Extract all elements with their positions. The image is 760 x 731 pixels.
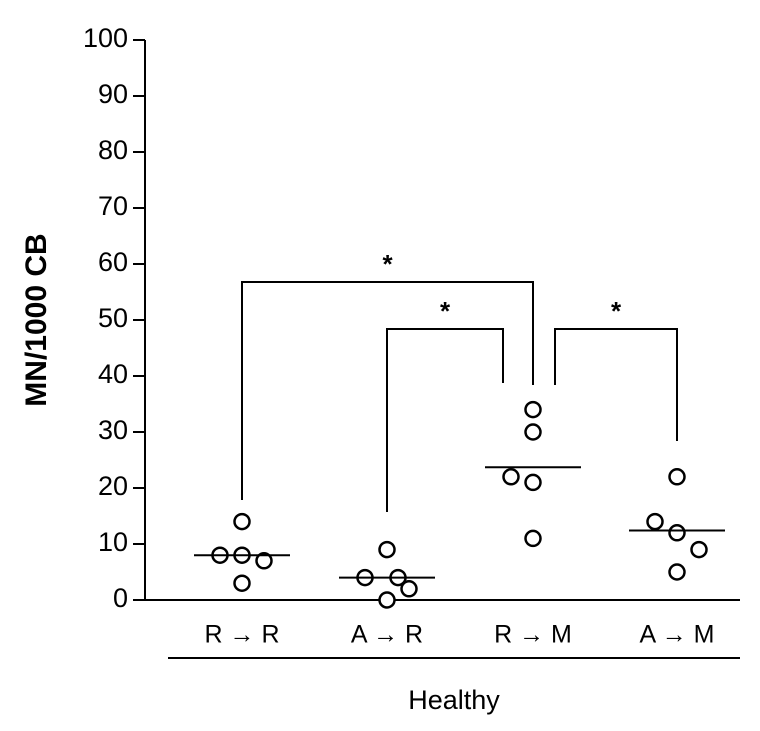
y-tick-label: 30 xyxy=(98,415,128,445)
y-tick-label: 20 xyxy=(98,471,128,501)
data-point xyxy=(233,512,251,531)
significance-bracket xyxy=(554,328,678,441)
data-point xyxy=(668,563,686,581)
y-axis-label: MN/1000 CB xyxy=(20,233,53,406)
data-point xyxy=(524,473,542,492)
group-label: Healthy xyxy=(408,685,500,715)
data-point xyxy=(668,468,686,486)
data-point xyxy=(255,552,273,570)
y-tick-label: 80 xyxy=(98,135,128,165)
y-tick-label: 70 xyxy=(98,191,128,221)
significance-label: * xyxy=(440,296,451,326)
y-tick-label: 100 xyxy=(83,23,128,53)
significance-label: * xyxy=(611,296,622,326)
x-tick-label: A → M xyxy=(639,621,714,649)
data-point xyxy=(233,574,251,592)
data-point xyxy=(378,540,396,559)
y-tick-label: 50 xyxy=(98,303,128,333)
y-tick-label: 40 xyxy=(98,359,128,389)
significance-bracket xyxy=(386,328,504,512)
y-tick-label: 0 xyxy=(113,583,128,613)
data-point xyxy=(690,540,708,559)
significance-label: * xyxy=(382,249,393,279)
data-point xyxy=(646,512,664,531)
x-tick-label: A → R xyxy=(351,621,423,649)
data-point xyxy=(668,524,686,542)
data-point xyxy=(524,423,542,441)
data-point xyxy=(524,529,542,548)
y-tick-label: 90 xyxy=(98,79,128,109)
x-tick-label: R → R xyxy=(205,621,280,649)
y-tick-label: 10 xyxy=(98,527,128,557)
significance-bracket xyxy=(241,281,534,500)
y-tick-label: 60 xyxy=(98,247,128,277)
data-point xyxy=(378,591,396,609)
data-point xyxy=(502,468,520,486)
data-point xyxy=(524,400,542,419)
data-point xyxy=(400,580,418,598)
x-tick-label: R → M xyxy=(494,621,572,649)
